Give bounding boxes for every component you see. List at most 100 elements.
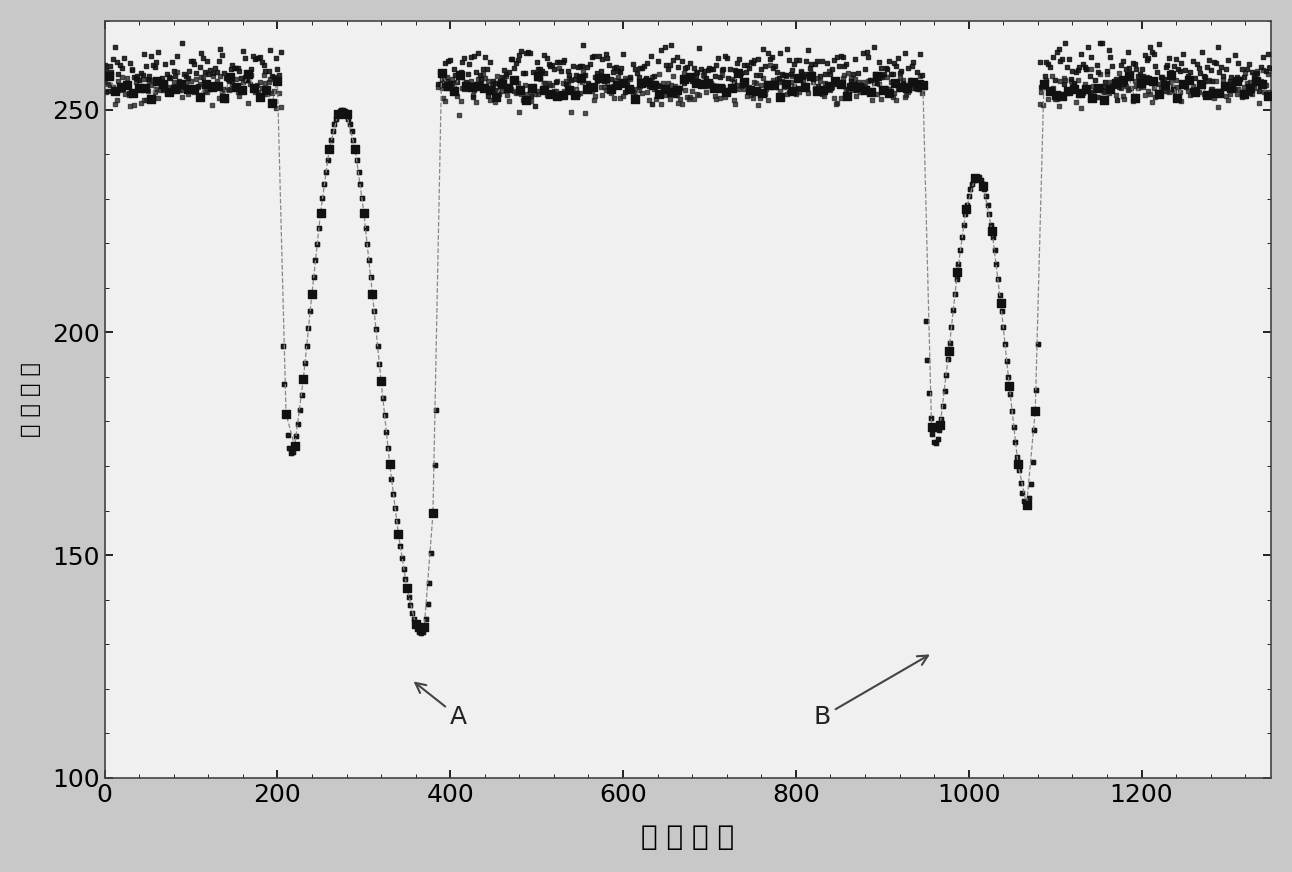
Point — [236, 73, 257, 87]
Point — [523, 65, 544, 79]
Point — [256, 84, 276, 98]
Point — [406, 617, 426, 631]
Point — [565, 72, 585, 86]
Point — [704, 89, 725, 103]
Point — [718, 71, 739, 85]
Point — [1200, 82, 1221, 96]
Point — [183, 85, 204, 99]
Point — [844, 52, 864, 66]
Point — [817, 56, 837, 70]
Point — [678, 92, 699, 106]
Point — [1249, 85, 1270, 99]
Point — [1088, 65, 1109, 78]
Point — [1026, 383, 1047, 397]
Point — [939, 336, 960, 350]
Point — [943, 303, 964, 317]
Point — [729, 82, 749, 96]
Point — [928, 432, 948, 446]
Point — [566, 82, 587, 96]
Point — [734, 75, 755, 89]
Point — [1128, 81, 1149, 95]
Point — [329, 105, 350, 119]
Point — [457, 82, 478, 96]
Point — [227, 61, 248, 75]
Point — [836, 89, 857, 103]
Point — [239, 70, 260, 84]
Point — [1105, 88, 1125, 102]
Point — [247, 51, 267, 65]
Point — [1204, 55, 1225, 69]
Point — [288, 418, 309, 432]
Point — [709, 92, 730, 106]
Point — [889, 65, 910, 79]
Point — [202, 98, 222, 112]
Point — [1239, 81, 1260, 95]
Point — [973, 180, 994, 194]
Point — [972, 177, 992, 191]
Point — [111, 71, 132, 85]
Point — [1152, 70, 1173, 84]
Point — [1211, 84, 1231, 98]
Point — [1160, 65, 1181, 79]
Point — [620, 72, 641, 85]
Point — [1221, 71, 1242, 85]
Point — [510, 44, 531, 58]
Point — [195, 84, 216, 98]
Point — [319, 142, 340, 156]
Point — [1062, 64, 1083, 78]
Point — [1203, 86, 1224, 100]
Point — [602, 79, 623, 93]
Point — [787, 81, 808, 95]
Point — [1072, 86, 1093, 100]
Point — [442, 72, 463, 86]
Point — [667, 88, 687, 102]
Point — [904, 81, 925, 95]
Point — [891, 78, 912, 92]
Point — [792, 71, 813, 85]
Point — [950, 243, 970, 257]
Point — [345, 142, 366, 156]
Point — [820, 83, 841, 97]
Point — [217, 70, 238, 84]
Point — [811, 87, 832, 101]
Point — [677, 90, 698, 104]
Point — [547, 73, 567, 87]
Point — [966, 170, 987, 184]
Point — [1076, 62, 1097, 76]
Point — [1005, 435, 1026, 449]
Point — [547, 89, 567, 103]
Point — [928, 432, 948, 446]
Point — [570, 86, 590, 100]
Point — [461, 73, 482, 87]
Point — [716, 51, 736, 65]
Point — [249, 75, 270, 89]
Point — [965, 170, 986, 184]
Point — [397, 582, 417, 596]
Point — [1019, 491, 1040, 505]
Point — [1012, 486, 1032, 500]
Point — [1000, 387, 1021, 401]
Point — [583, 50, 603, 64]
Point — [464, 49, 484, 63]
Point — [842, 79, 863, 93]
Point — [1017, 498, 1037, 512]
Point — [171, 83, 191, 97]
Point — [903, 75, 924, 89]
Point — [439, 52, 460, 66]
Point — [478, 73, 499, 87]
Point — [526, 55, 547, 69]
Point — [1242, 87, 1262, 101]
Point — [1107, 92, 1128, 106]
Point — [134, 93, 155, 107]
Point — [884, 85, 904, 99]
Point — [685, 65, 705, 79]
Point — [208, 54, 229, 68]
Point — [323, 125, 344, 139]
Point — [329, 105, 350, 119]
Point — [244, 51, 265, 65]
Point — [497, 79, 518, 93]
Point — [1057, 86, 1078, 100]
Point — [969, 170, 990, 184]
Point — [1103, 78, 1124, 92]
Point — [941, 320, 961, 334]
